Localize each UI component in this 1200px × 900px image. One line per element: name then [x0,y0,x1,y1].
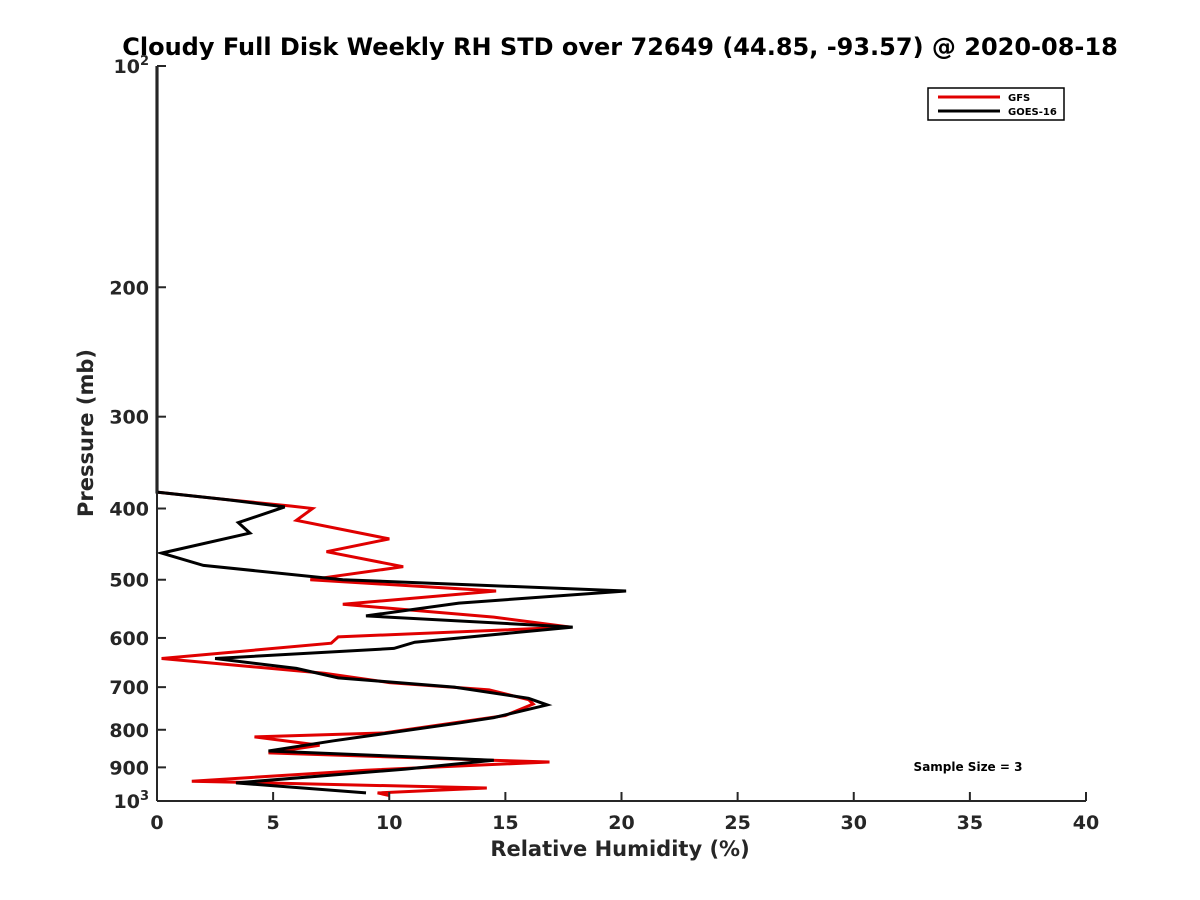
x-tick-label: 10 [376,812,402,834]
y-tick-label: 900 [109,757,149,779]
y-tick-label: 700 [109,677,149,699]
plot-area: 0 5 10 15 20 25 30 35 40 102 200 300 400 500 600 700 800… [109,54,1099,834]
y-tick-label: 500 [109,570,149,592]
x-tick-label: 40 [1073,812,1099,834]
x-tick-label: 30 [841,812,867,834]
x-tick-label: 15 [492,812,518,834]
y-tick-label: 600 [109,628,149,650]
sample-size-annotation: Sample Size = 3 [914,760,1023,774]
y-axis-label: Pressure (mb) [74,349,98,517]
legend-box [927,87,1065,121]
x-tick-label: 5 [267,812,280,834]
legend: GFS GOES-16 [927,87,1065,121]
legend-label-gfs: GFS [1008,93,1030,104]
series-line-goes16 [155,66,627,795]
x-axis-label: Relative Humidity (%) [490,837,749,861]
y-tick-label: 102 [114,54,150,78]
y-tick-label: 400 [109,499,149,521]
x-tick-label: 25 [724,812,750,834]
x-tick-label: 0 [150,812,163,834]
y-tick-label: 200 [109,277,149,299]
legend-label-goes16: GOES-16 [1008,107,1057,118]
y-tick-label: 300 [109,407,149,429]
y-tick-label: 800 [109,720,149,742]
x-tick-label: 20 [608,812,634,834]
chart-title: Cloudy Full Disk Weekly RH STD over 7264… [122,33,1118,61]
x-tick-label: 35 [957,812,983,834]
series-line-gfs [155,66,571,797]
y-tick-label: 103 [114,789,150,813]
